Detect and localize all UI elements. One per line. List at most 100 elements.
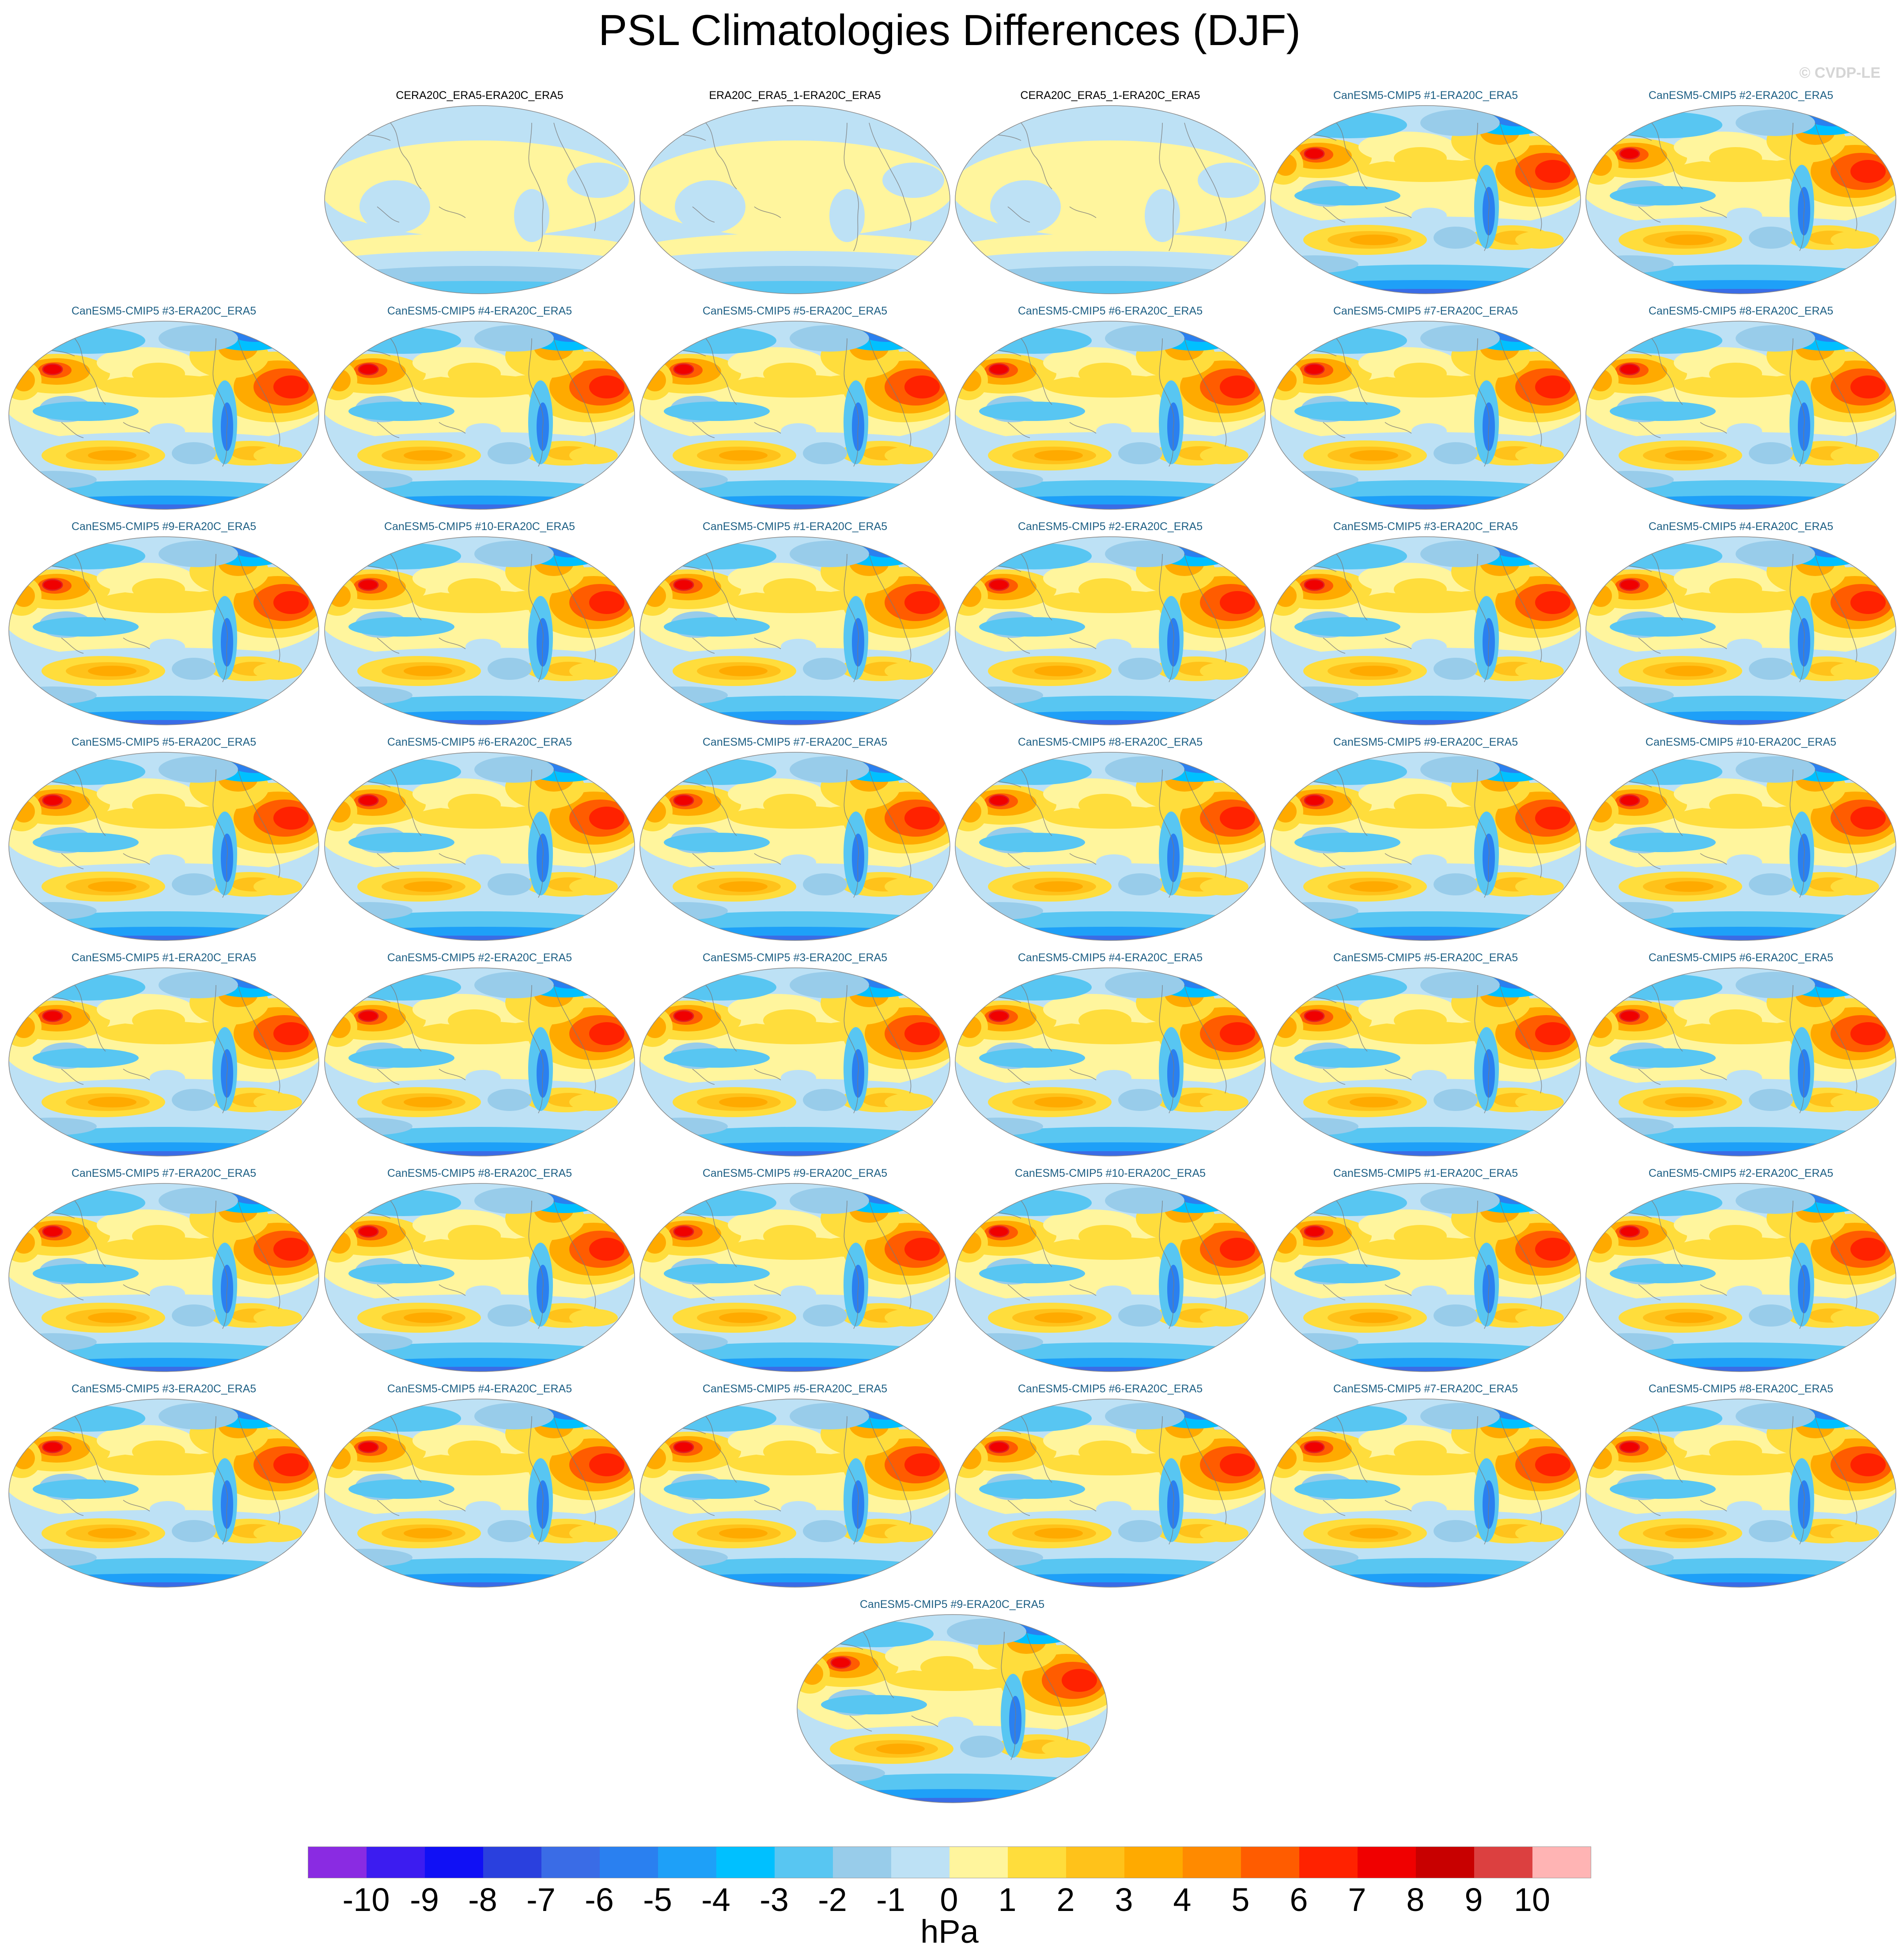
map-outline — [1585, 1183, 1896, 1372]
field-contour — [1586, 1118, 1674, 1135]
coastline — [1069, 1284, 1097, 1296]
field-contour — [640, 1118, 728, 1135]
coastline — [61, 1284, 84, 1300]
field-contour — [1665, 1312, 1714, 1323]
field-contour — [1105, 1403, 1184, 1429]
coastline — [1385, 637, 1412, 649]
map-outline — [8, 967, 319, 1156]
colorbar-tick-label: -4 — [701, 1881, 730, 1918]
map-container — [1585, 536, 1896, 725]
field-contour — [1078, 578, 1131, 600]
coastline — [1336, 554, 1368, 621]
map-container — [324, 1399, 635, 1588]
field-contour — [1610, 186, 1716, 205]
map-outline — [1585, 967, 1896, 1156]
coastline — [1336, 1416, 1368, 1483]
field-contour — [1850, 375, 1886, 398]
coastline — [528, 769, 544, 898]
coastline — [1638, 1500, 1661, 1516]
map-field — [640, 752, 950, 940]
coastline — [1651, 1416, 1683, 1483]
field-contour — [1420, 972, 1500, 998]
field-contour — [938, 1717, 973, 1733]
colorbar-tick-label: 5 — [1231, 1881, 1250, 1918]
map-outline — [324, 536, 635, 725]
field-contour — [9, 1549, 97, 1566]
panel-title: CanESM5-CMIP5 #1-ERA20C_ERA5 — [1333, 89, 1518, 102]
field-contour — [1665, 666, 1714, 676]
field-contour — [1610, 1264, 1716, 1283]
field-contour — [644, 1232, 666, 1254]
panel-title: CanESM5-CMIP5 #6-ERA20C_ERA5 — [1648, 952, 1834, 964]
coastline — [553, 985, 596, 1094]
field-contour — [1118, 442, 1162, 464]
map-field — [955, 1183, 1265, 1372]
field-contour — [253, 1093, 302, 1111]
field-contour — [640, 471, 728, 489]
panel-title: CanESM5-CMIP5 #8-ERA20C_ERA5 — [1648, 305, 1834, 317]
field-contour — [1749, 442, 1793, 464]
field-contour — [1292, 327, 1407, 354]
coastline — [844, 769, 859, 898]
panel-title: CERA20C_ERA5-ERA20C_ERA5 — [396, 89, 564, 102]
map-outline — [639, 536, 950, 725]
field-contour — [1305, 1226, 1324, 1237]
field-contour — [1850, 1238, 1886, 1261]
field-contour — [1271, 936, 1581, 940]
coastline — [1159, 985, 1174, 1114]
coastline — [705, 554, 737, 621]
map-outline — [639, 752, 950, 941]
map-outline — [1270, 1399, 1581, 1588]
coastline — [238, 338, 280, 447]
field-contour — [955, 504, 1265, 509]
map-field — [325, 752, 635, 940]
coastline — [1474, 1200, 1490, 1329]
field-contour — [885, 447, 933, 464]
colorbar-tick-label: 0 — [940, 1881, 958, 1918]
field-contour — [448, 363, 501, 385]
field-contour — [1078, 1441, 1131, 1463]
field-contour — [404, 666, 452, 676]
coastline — [1069, 1069, 1097, 1080]
coastline — [377, 422, 400, 438]
map-outline — [1585, 536, 1896, 725]
field-contour — [88, 1312, 136, 1323]
coastline — [1638, 206, 1661, 223]
colorbar-tick-label: 10 — [1513, 1881, 1551, 1918]
field-contour — [1350, 1528, 1398, 1539]
field-contour — [664, 833, 770, 852]
field-contour — [1434, 658, 1478, 680]
highlight-contour — [1304, 579, 1325, 591]
field-contour — [132, 1225, 185, 1247]
pressure-difference-map — [1585, 536, 1896, 725]
field-contour — [247, 973, 273, 984]
field-contour — [325, 504, 635, 509]
field-contour — [1271, 471, 1358, 489]
map-container — [955, 1183, 1266, 1372]
colorbar-tick-label: -6 — [585, 1881, 614, 1918]
coastline — [238, 1200, 280, 1309]
coastline — [123, 1284, 150, 1296]
field-contour — [790, 325, 869, 352]
coastline — [1499, 985, 1542, 1094]
field-contour — [247, 758, 273, 768]
field-contour — [977, 327, 1092, 354]
field-contour — [904, 591, 940, 614]
map-outline — [324, 321, 635, 510]
map-panel: ERA20C_ERA5_1-ERA20C_ERA5 — [638, 87, 952, 294]
field-contour — [1411, 208, 1447, 224]
field-contour — [488, 1089, 532, 1111]
field-contour — [569, 1093, 618, 1111]
field-contour — [955, 471, 1043, 489]
map-panel: CanESM5-CMIP5 #1-ERA20C_ERA5 — [1268, 87, 1583, 294]
field-contour — [159, 1187, 238, 1214]
field-contour — [1509, 973, 1535, 984]
field-contour — [955, 1333, 1043, 1351]
field-contour — [30, 1405, 145, 1432]
pressure-difference-map — [955, 967, 1266, 1156]
coastline — [1336, 1200, 1368, 1267]
field-contour — [132, 578, 185, 600]
field-contour — [1610, 1048, 1716, 1068]
coastline — [1789, 338, 1805, 467]
field-contour — [1220, 1453, 1255, 1476]
